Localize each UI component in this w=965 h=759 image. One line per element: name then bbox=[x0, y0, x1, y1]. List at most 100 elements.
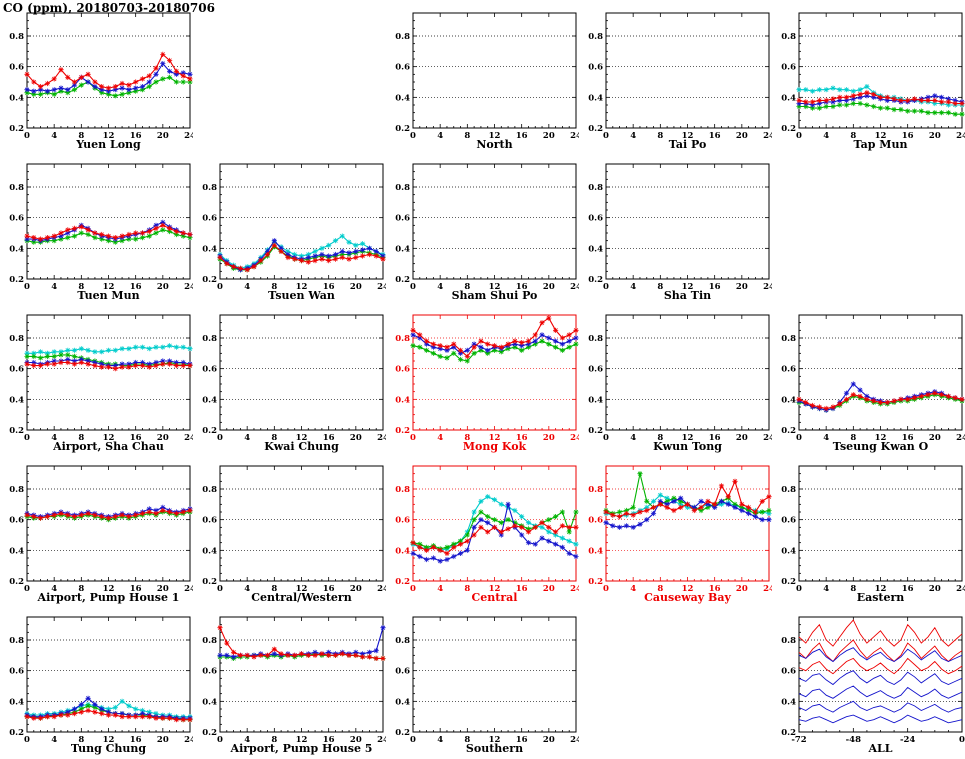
series-markers-red bbox=[603, 478, 772, 520]
subplot-canvas: 0 4 8 12 16 20 24 0.2 0.4 0.6 0.8 Southern bbox=[395, 616, 582, 755]
x-tick-label: 0 bbox=[217, 584, 223, 594]
x-tick-label: 16 bbox=[130, 584, 142, 594]
x-tick-label: 4 bbox=[51, 735, 57, 745]
x-tick-label: 4 bbox=[51, 584, 57, 594]
x-tick-label: 0 bbox=[24, 282, 30, 292]
series-markers-red bbox=[217, 625, 386, 661]
x-tick-label: 12 bbox=[103, 282, 115, 292]
x-tick-label: 20 bbox=[543, 282, 555, 292]
x-tick-label: 4 bbox=[823, 131, 829, 141]
x-tick-label: 8 bbox=[271, 433, 277, 443]
subplot-canvas: 0 4 8 12 16 20 24 0.2 0.4 0.6 0.8 Kwun Tong bbox=[588, 314, 775, 453]
y-tick-label: 0.2 bbox=[395, 124, 410, 134]
y-tick-label: 0.2 bbox=[9, 426, 24, 436]
x-tick-label: 24 bbox=[763, 131, 772, 141]
y-tick-label: 0.2 bbox=[202, 275, 217, 285]
series-markers-red bbox=[410, 520, 579, 556]
y-tick-label: 0.6 bbox=[202, 516, 217, 526]
x-tick-label: 16 bbox=[709, 433, 721, 443]
y-tick-label: 0.4 bbox=[781, 93, 796, 103]
x-tick-label: 8 bbox=[657, 131, 663, 141]
y-tick-label: 0.6 bbox=[9, 214, 24, 224]
series-line-red-mid bbox=[798, 639, 963, 663]
x-tick-label: 20 bbox=[157, 584, 169, 594]
x-tick-label: 20 bbox=[543, 584, 555, 594]
x-tick-label: 4 bbox=[437, 131, 443, 141]
y-tick-label: 0.6 bbox=[9, 667, 24, 677]
y-tick-label: 0.6 bbox=[588, 516, 603, 526]
y-tick-label: 0.8 bbox=[588, 183, 603, 193]
series-line-blue-2 bbox=[798, 670, 963, 686]
x-tick-label: 8 bbox=[850, 433, 856, 443]
y-tick-label: 0.2 bbox=[588, 426, 603, 436]
x-tick-label: 16 bbox=[709, 584, 721, 594]
x-tick-label: 24 bbox=[763, 282, 772, 292]
series-line-red-high bbox=[798, 619, 963, 647]
series-markers-cyan bbox=[24, 343, 193, 356]
subplot-canvas: 0 4 8 12 16 20 24 0.2 0.4 0.6 0.8 Causeway Bay bbox=[588, 465, 775, 604]
x-tick-label: 0 bbox=[796, 433, 802, 443]
subplot-eastern: 0 4 8 12 16 20 24 0.2 0.4 0.6 0.8 Eastern bbox=[772, 453, 965, 604]
y-tick-label: 0.4 bbox=[588, 244, 603, 254]
y-tick-label: 0.4 bbox=[202, 395, 217, 405]
x-tick-label: 0 bbox=[410, 735, 416, 745]
x-tick-label: 8 bbox=[271, 735, 277, 745]
subplot-title: ALL bbox=[867, 742, 892, 755]
series-line-blue-4 bbox=[798, 700, 963, 713]
x-tick-label: 0 bbox=[410, 584, 416, 594]
x-tick-label: 24 bbox=[570, 735, 579, 745]
x-tick-label: 8 bbox=[464, 584, 470, 594]
x-tick-label: 0 bbox=[603, 282, 609, 292]
y-tick-label: 0.6 bbox=[781, 516, 796, 526]
x-tick-label: 8 bbox=[271, 282, 277, 292]
y-tick-label: 0.8 bbox=[395, 334, 410, 344]
subplot-title: Tai Po bbox=[669, 138, 707, 151]
x-tick-label: 8 bbox=[78, 433, 84, 443]
subplot-canvas: 0 4 8 12 16 20 24 0.2 0.4 0.6 0.8 Airport, Pump Hou… bbox=[9, 465, 196, 604]
x-tick-label: 20 bbox=[350, 433, 362, 443]
series-markers-red bbox=[24, 707, 193, 723]
y-tick-label: 0.2 bbox=[9, 124, 24, 134]
y-tick-label: 0.6 bbox=[9, 63, 24, 73]
subplot-causeway-bay: 0 4 8 12 16 20 24 0.2 0.4 0.6 0.8 Causeway Bay bbox=[579, 453, 775, 604]
x-tick-label: 12 bbox=[489, 433, 501, 443]
y-tick-label: 0.8 bbox=[588, 334, 603, 344]
x-tick-label: 12 bbox=[296, 735, 308, 745]
y-tick-label: 0.4 bbox=[9, 244, 24, 254]
x-tick-label: 24 bbox=[377, 433, 386, 443]
x-tick-label: 4 bbox=[630, 131, 636, 141]
series-markers-red bbox=[24, 51, 193, 91]
subplot-canvas: 0 4 8 12 16 20 24 0.2 0.4 0.6 0.8 Tai Po bbox=[588, 12, 775, 151]
y-tick-label: 0.4 bbox=[9, 93, 24, 103]
x-tick-label: 12 bbox=[103, 584, 115, 594]
subplot-canvas: 0 4 8 12 16 20 24 0.2 0.4 0.6 0.8 Central bbox=[395, 465, 582, 604]
x-tick-label: 12 bbox=[103, 131, 115, 141]
subplot-canvas: 0 4 8 12 16 20 24 0.2 0.4 0.6 0.8 Airport, Pump Hou… bbox=[202, 616, 389, 755]
x-tick-label: 24 bbox=[763, 433, 772, 443]
subplot-tuen-mun: 0 4 8 12 16 20 24 0.2 0.4 0.6 0.8 Tuen Mun bbox=[0, 151, 196, 302]
x-tick-label: 8 bbox=[850, 584, 856, 594]
x-tick-label: 16 bbox=[902, 131, 914, 141]
x-tick-label: 8 bbox=[271, 584, 277, 594]
y-tick-label: 0.8 bbox=[9, 636, 24, 646]
subplot-tai-po: 0 4 8 12 16 20 24 0.2 0.4 0.6 0.8 Tai Po bbox=[579, 0, 775, 151]
x-tick-label: -72 bbox=[791, 735, 806, 745]
y-tick-label: 0.8 bbox=[202, 183, 217, 193]
x-tick-label: 8 bbox=[78, 735, 84, 745]
series-line-red-low bbox=[798, 657, 963, 675]
y-tick-label: 0.8 bbox=[781, 32, 796, 42]
series-markers-red bbox=[217, 242, 386, 273]
subplot-canvas: 0 4 8 12 16 20 24 0.2 0.4 0.6 0.8 Eastern bbox=[781, 465, 965, 604]
x-tick-label: 0 bbox=[959, 735, 965, 745]
x-tick-label: 20 bbox=[736, 131, 748, 141]
y-tick-label: 0.6 bbox=[202, 667, 217, 677]
subplot-title: North bbox=[476, 138, 512, 151]
x-tick-label: 12 bbox=[296, 584, 308, 594]
x-tick-label: -24 bbox=[900, 735, 915, 745]
x-tick-label: 8 bbox=[78, 584, 84, 594]
x-tick-label: 12 bbox=[296, 282, 308, 292]
subplot-tsuen-wan: 0 4 8 12 16 20 24 0.2 0.4 0.6 0.8 Tsuen Wan bbox=[193, 151, 389, 302]
subplot-canvas: 0 4 8 12 16 20 24 0.2 0.4 0.6 0.8 North bbox=[395, 12, 582, 151]
x-tick-label: 4 bbox=[823, 584, 829, 594]
